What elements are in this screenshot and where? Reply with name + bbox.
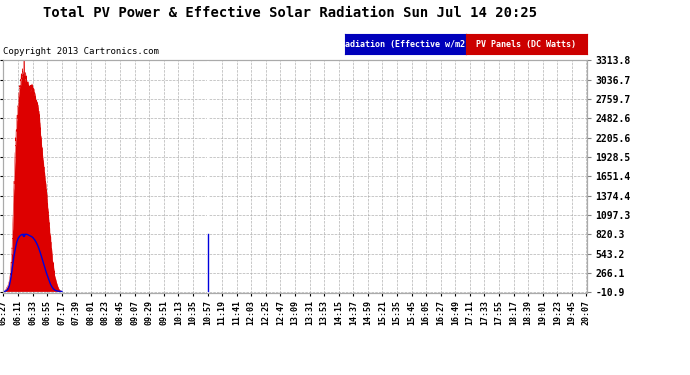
Text: Copyright 2013 Cartronics.com: Copyright 2013 Cartronics.com: [3, 47, 159, 56]
Text: PV Panels (DC Watts): PV Panels (DC Watts): [476, 40, 576, 49]
Text: Radiation (Effective w/m2): Radiation (Effective w/m2): [340, 40, 471, 49]
Text: Total PV Power & Effective Solar Radiation Sun Jul 14 20:25: Total PV Power & Effective Solar Radiati…: [43, 6, 537, 20]
